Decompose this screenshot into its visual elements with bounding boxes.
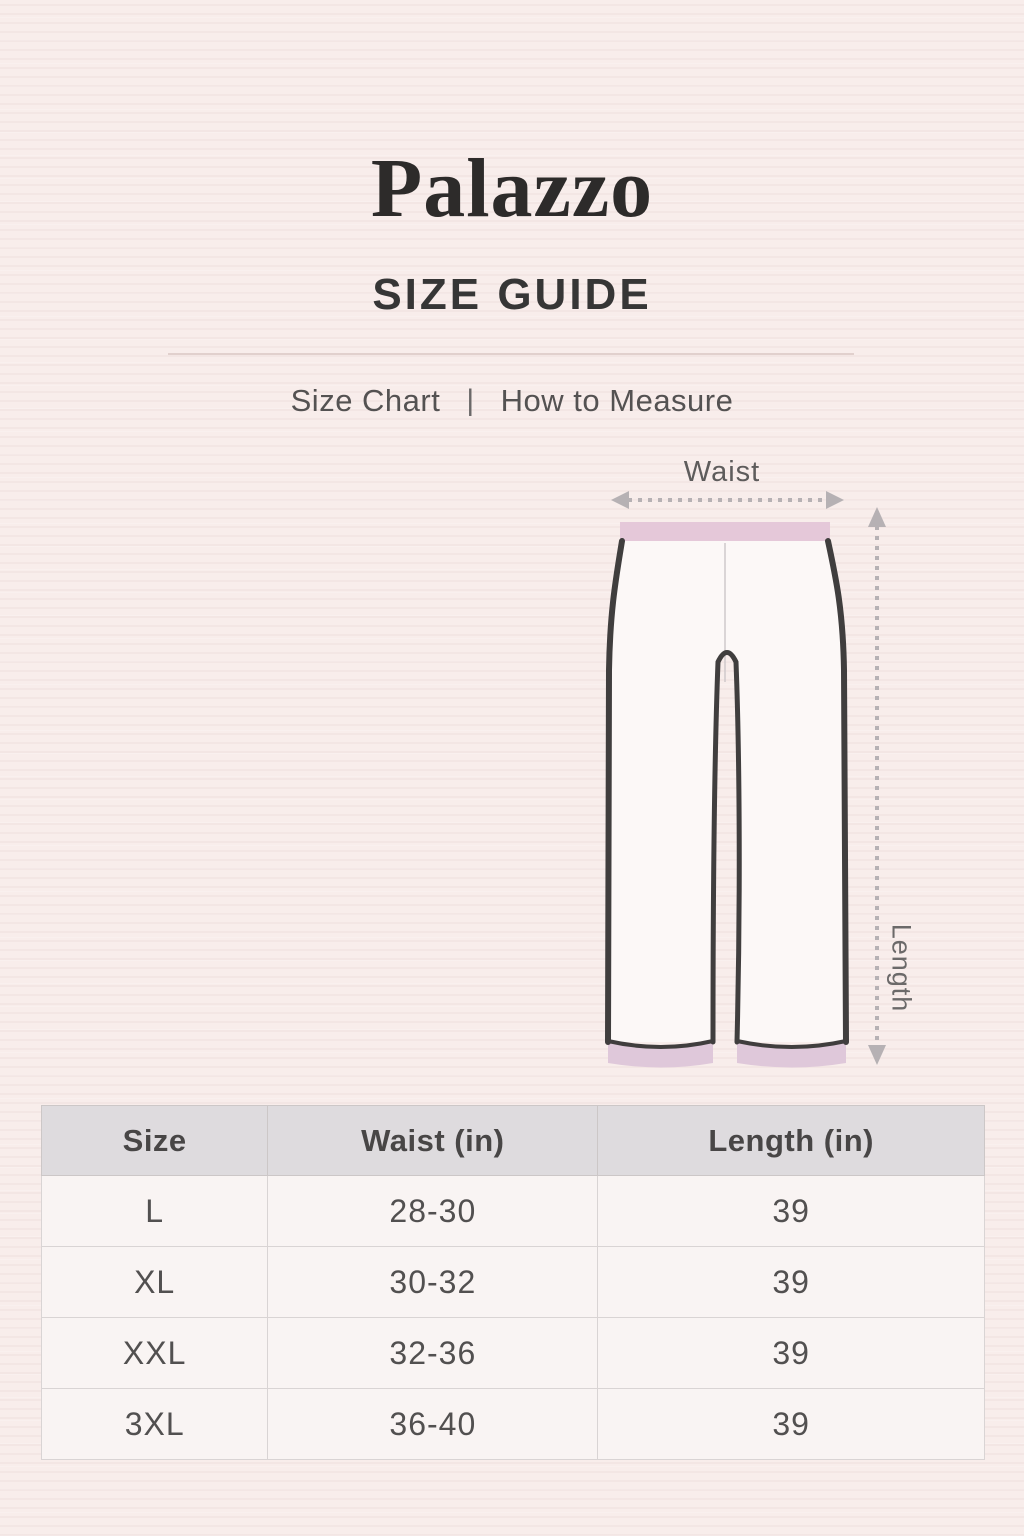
table-cell: 30-32 <box>267 1246 599 1318</box>
table-cell: 39 <box>597 1317 985 1389</box>
col-header-length: Length (in) <box>597 1105 985 1176</box>
product-title: Palazzo <box>370 142 654 235</box>
inner-leg-outline <box>710 650 742 1045</box>
table-row: L 28-30 39 <box>40 1175 985 1247</box>
table-cell: 28-30 <box>267 1175 599 1247</box>
left-hem-outline <box>606 1039 715 1049</box>
col-header-size: Size <box>40 1105 269 1176</box>
waist-measure-label: Waist <box>683 456 761 488</box>
table-cell: XL <box>40 1246 269 1318</box>
table-cell: L <box>40 1175 269 1247</box>
col-header-waist: Waist (in) <box>267 1105 599 1176</box>
waist-arrow <box>611 491 844 509</box>
table-cell: XXL <box>40 1317 269 1389</box>
size-guide-heading: SIZE GUIDE <box>372 270 652 319</box>
right-hem <box>737 1041 846 1068</box>
right-hem-outline <box>735 1039 848 1049</box>
tab-size-chart[interactable]: Size Chart <box>290 383 441 418</box>
table-cell: 39 <box>597 1246 985 1318</box>
table-row: XL 30-32 39 <box>40 1246 985 1318</box>
table-header-row: Size Waist (in) Length (in) <box>40 1105 985 1176</box>
size-table-body: L 28-30 39 XL 30-32 39 XXL 32-36 39 3XL 36-40 39 <box>40 1175 985 1460</box>
length-arrow <box>868 507 886 1065</box>
size-table: Size Waist (in) Length (in) L 28-30 39 XL 30… <box>40 1105 985 1460</box>
table-cell: 3XL <box>40 1388 269 1460</box>
left-outer-outline <box>605 538 625 1045</box>
waistband <box>620 522 830 541</box>
table-row: XXL 32-36 39 <box>40 1317 985 1389</box>
table-cell: 39 <box>597 1388 985 1460</box>
pants-body <box>608 540 846 1042</box>
right-outer-outline <box>825 538 849 1045</box>
tab-how-to-measure[interactable]: How to Measure <box>500 383 734 418</box>
header-divider <box>168 353 854 355</box>
tab-separator: | <box>466 384 475 417</box>
table-cell: 36-40 <box>267 1388 599 1460</box>
left-hem <box>608 1041 713 1068</box>
tab-bar: Size Chart | How to Measure <box>0 383 1024 419</box>
table-cell: 39 <box>597 1175 985 1247</box>
table-row: 3XL 36-40 39 <box>40 1388 985 1460</box>
table-cell: 32-36 <box>267 1317 599 1389</box>
length-measure-label: Length <box>886 923 917 1013</box>
palazzo-pants-illustration <box>605 491 886 1068</box>
measurement-diagram: Waist <box>560 450 980 1110</box>
